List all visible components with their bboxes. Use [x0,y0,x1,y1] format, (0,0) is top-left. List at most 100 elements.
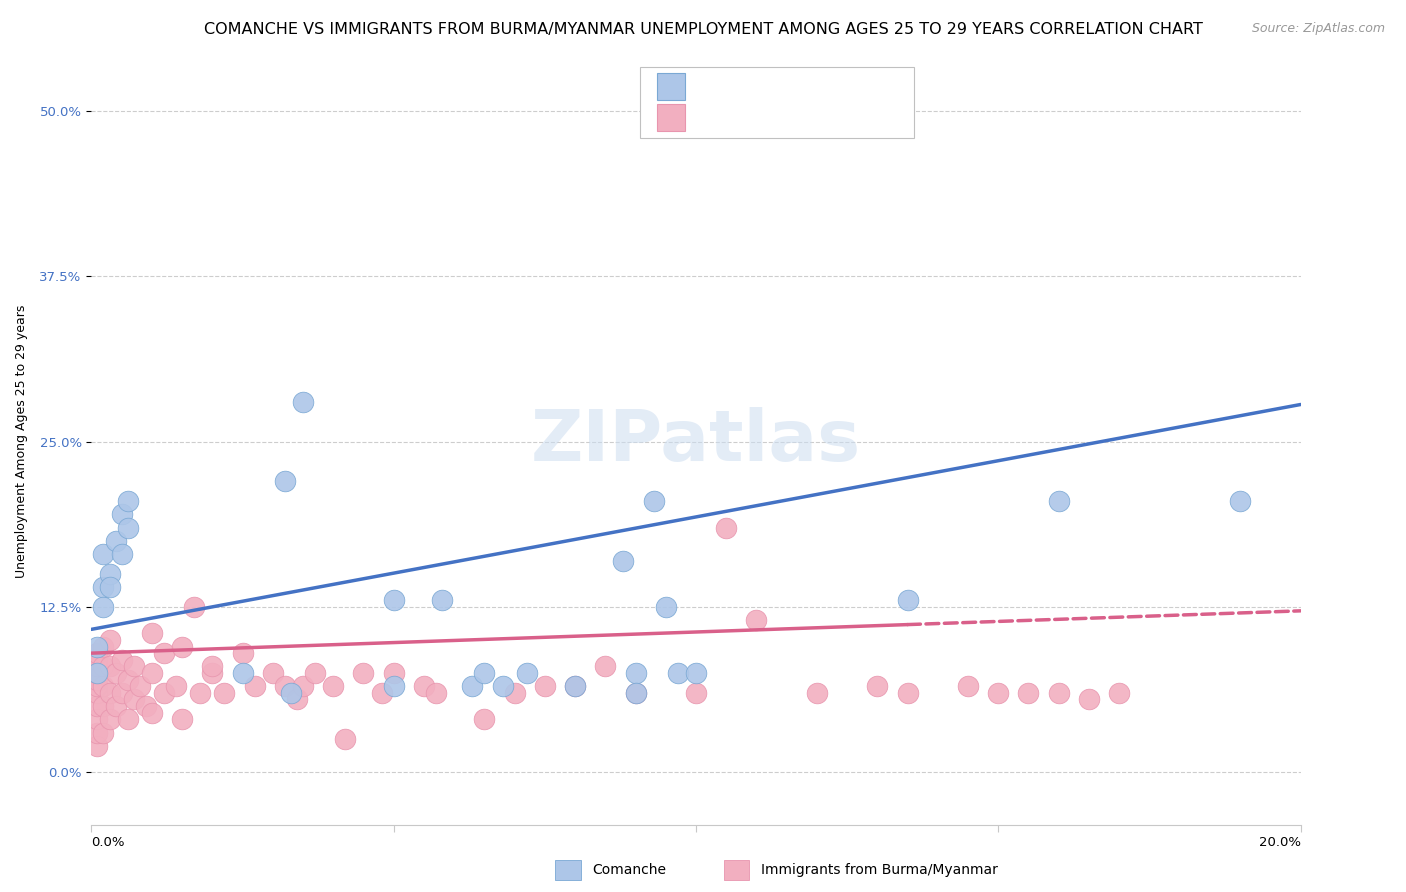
Point [86,699,108,714]
Point [1229,494,1251,508]
Point [564,679,586,693]
Point [86,646,108,660]
Point [93,679,115,693]
Point [322,679,344,693]
Point [643,494,665,508]
Point [86,739,108,753]
Point [472,712,495,726]
Text: COMANCHE VS IMMIGRANTS FROM BURMA/MYANMAR UNEMPLOYMENT AMONG AGES 25 TO 29 YEARS: COMANCHE VS IMMIGRANTS FROM BURMA/MYANMA… [204,22,1202,37]
Point [117,520,139,534]
Point [654,599,676,614]
Point [595,659,617,673]
Point [370,686,392,700]
Point [866,679,889,693]
Point [111,653,132,667]
Point [292,395,315,409]
Point [382,679,405,693]
Point [382,593,405,607]
Point [141,706,163,720]
Point [86,712,108,726]
Point [86,640,108,654]
Point [86,653,108,667]
Text: 0.421: 0.421 [741,79,789,94]
Point [280,686,302,700]
Text: Comanche: Comanche [592,863,666,877]
Text: ZIPatlas: ZIPatlas [531,407,860,476]
Point [93,599,115,614]
Point [745,613,768,627]
Point [201,659,224,673]
Point [612,553,634,567]
Point [491,679,513,693]
Text: 54: 54 [837,111,858,125]
Point [86,679,108,693]
Point [93,699,115,714]
Point [93,547,115,561]
Point [231,665,253,680]
Point [111,508,132,522]
Point [352,665,374,680]
Text: 0.0%: 0.0% [91,836,125,848]
Point [430,593,453,607]
Point [685,686,707,700]
Point [117,494,139,508]
Point [122,692,145,706]
Point [533,679,555,693]
Point [1077,692,1099,706]
Point [153,646,176,660]
Point [666,665,689,680]
Point [93,640,115,654]
Point [183,599,205,614]
Point [624,686,647,700]
Text: N =: N = [787,79,831,94]
Text: R =: R = [699,111,733,125]
Point [98,632,121,647]
Text: 19: 19 [837,79,858,94]
Point [461,679,484,693]
Point [425,686,447,700]
Point [1108,686,1130,700]
Point [93,659,115,673]
Point [111,686,132,700]
Text: 0.183: 0.183 [741,111,789,125]
Point [274,679,297,693]
Point [335,732,357,747]
Point [117,673,139,687]
Point [93,580,115,594]
Point [472,665,495,680]
Point [98,659,121,673]
Y-axis label: Unemployment Among Ages 25 to 29 years: Unemployment Among Ages 25 to 29 years [15,305,28,578]
Point [98,686,121,700]
Point [285,692,308,706]
Point [897,593,920,607]
Point [86,665,108,680]
Point [897,686,920,700]
Point [624,686,647,700]
Point [624,665,647,680]
Point [141,626,163,640]
Point [98,580,121,594]
Point [685,665,707,680]
Point [1047,686,1070,700]
Point [172,640,194,654]
Point [86,659,108,673]
Point [86,725,108,739]
Text: Immigrants from Burma/Myanmar: Immigrants from Burma/Myanmar [761,863,997,877]
Point [243,679,266,693]
Text: N =: N = [787,111,831,125]
Point [956,679,979,693]
Point [98,566,121,581]
Point [274,474,297,488]
Point [1018,686,1040,700]
Point [214,686,236,700]
Point [714,520,737,534]
Point [104,699,127,714]
Point [86,665,108,680]
Point [201,665,224,680]
Point [165,679,187,693]
Point [104,665,127,680]
Point [104,533,127,548]
Point [93,725,115,739]
Point [135,699,157,714]
Point [1047,494,1070,508]
